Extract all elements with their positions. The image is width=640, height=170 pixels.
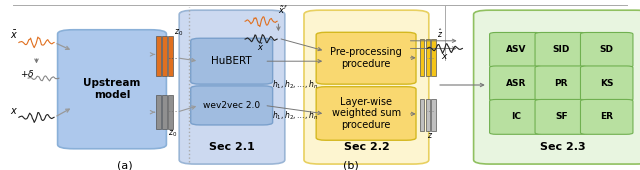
FancyBboxPatch shape xyxy=(316,32,416,84)
Text: $x$: $x$ xyxy=(441,53,449,61)
Text: $z_0$: $z_0$ xyxy=(174,27,183,38)
FancyBboxPatch shape xyxy=(316,87,416,140)
FancyBboxPatch shape xyxy=(490,32,542,67)
Text: SF: SF xyxy=(555,112,568,121)
FancyBboxPatch shape xyxy=(304,10,429,164)
Text: ASV: ASV xyxy=(506,45,526,54)
Text: $\tilde{x}$: $\tilde{x}$ xyxy=(257,42,265,53)
Text: $\hat{z}$: $\hat{z}$ xyxy=(437,28,444,40)
FancyBboxPatch shape xyxy=(580,32,633,67)
FancyBboxPatch shape xyxy=(191,38,273,84)
Text: $\bar{x}$: $\bar{x}$ xyxy=(10,29,18,41)
Bar xyxy=(420,99,424,131)
Text: ...: ... xyxy=(168,104,178,114)
FancyBboxPatch shape xyxy=(191,86,273,125)
FancyBboxPatch shape xyxy=(580,99,633,134)
FancyBboxPatch shape xyxy=(474,10,640,164)
Text: $h_1, h_2, \ldots, h_n$: $h_1, h_2, \ldots, h_n$ xyxy=(272,79,318,91)
Bar xyxy=(426,39,430,76)
Text: Upstream
model: Upstream model xyxy=(83,78,141,100)
FancyBboxPatch shape xyxy=(179,10,285,164)
Text: (b): (b) xyxy=(343,161,358,170)
Text: KS: KS xyxy=(600,79,614,88)
Text: ...: ... xyxy=(168,51,178,61)
FancyBboxPatch shape xyxy=(535,32,588,67)
FancyBboxPatch shape xyxy=(535,66,588,101)
Text: Layer-wise
weighted sum
procedure: Layer-wise weighted sum procedure xyxy=(332,97,401,130)
Bar xyxy=(162,36,167,76)
Text: $x$: $x$ xyxy=(10,106,18,116)
Text: Sec 2.1: Sec 2.1 xyxy=(209,142,255,152)
Text: Pre-processing
procedure: Pre-processing procedure xyxy=(330,47,402,69)
Text: ER: ER xyxy=(600,112,613,121)
Text: ...: ... xyxy=(425,51,435,61)
Text: $+\delta$: $+\delta$ xyxy=(20,69,35,79)
Bar xyxy=(431,99,436,131)
Text: $\tilde{x}^f$: $\tilde{x}^f$ xyxy=(278,3,289,15)
Text: Sec 2.3: Sec 2.3 xyxy=(540,142,586,152)
FancyBboxPatch shape xyxy=(490,66,542,101)
Text: IC: IC xyxy=(511,112,521,121)
Bar xyxy=(168,95,173,129)
FancyBboxPatch shape xyxy=(580,66,633,101)
Text: wev2vec 2.0: wev2vec 2.0 xyxy=(203,101,260,110)
Bar xyxy=(168,36,173,76)
Bar xyxy=(162,95,167,129)
Text: PR: PR xyxy=(554,79,568,88)
Text: ASR: ASR xyxy=(506,79,526,88)
FancyBboxPatch shape xyxy=(58,30,166,149)
Text: SID: SID xyxy=(552,45,570,54)
Bar xyxy=(156,36,161,76)
Text: Sec 2.2: Sec 2.2 xyxy=(344,142,389,152)
FancyBboxPatch shape xyxy=(535,99,588,134)
Text: (a): (a) xyxy=(117,161,132,170)
Bar xyxy=(426,99,430,131)
FancyBboxPatch shape xyxy=(490,99,542,134)
Text: HuBERT: HuBERT xyxy=(211,56,252,66)
Bar xyxy=(431,39,436,76)
Text: $z_0$: $z_0$ xyxy=(168,128,177,139)
Bar xyxy=(156,95,161,129)
Text: $h_1, h_2, \ldots, h_n$: $h_1, h_2, \ldots, h_n$ xyxy=(272,109,318,122)
Text: $z$: $z$ xyxy=(427,131,433,140)
Text: SD: SD xyxy=(600,45,614,54)
Bar xyxy=(420,39,424,76)
Text: ...: ... xyxy=(425,104,435,114)
